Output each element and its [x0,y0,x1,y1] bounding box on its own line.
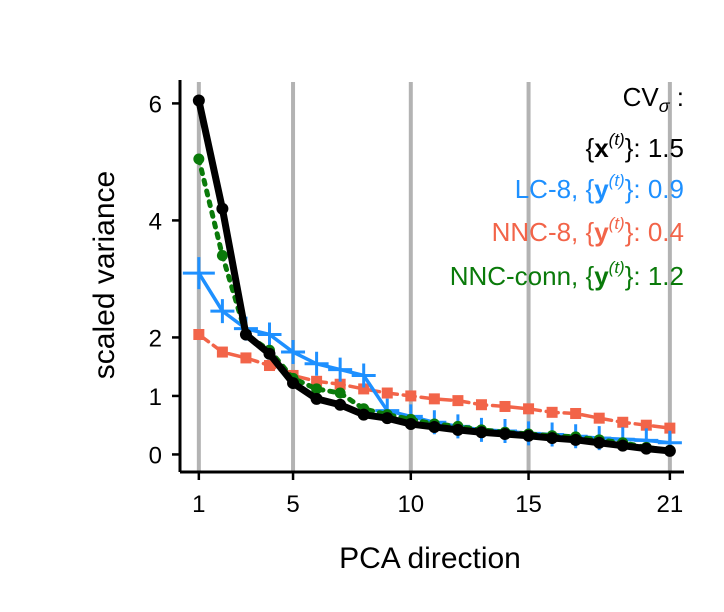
data-point-nnc8-2 [216,346,228,358]
x-tick-label: 10 [397,491,424,518]
data-point-x-8 [357,408,370,421]
data-point-nnc8-4 [263,360,275,372]
series-x [192,94,676,457]
data-point-x-5 [287,377,300,390]
x-axis-title: PCA direction [339,542,521,575]
data-point-x-13 [475,426,488,439]
data-point-nnc8-7 [334,378,346,390]
legend-entry-nncconn: NNC-conn, {y(t)}: 1.2 [450,258,684,291]
y-tick-label: 4 [149,208,162,235]
y-tick-label: 6 [149,91,162,118]
data-point-lc8-6 [304,351,329,376]
y-axis-title: scaled variance [88,171,121,379]
legend-entry-lc8: LC-8, {y(t)}: 0.9 [515,171,684,204]
legend-entry-x: {x(t)}: 1.5 [586,130,684,163]
data-point-nnc8-6 [311,375,323,387]
data-point-x-14 [499,427,512,440]
data-point-x-7 [334,398,347,411]
data-point-nncconn-2 [216,250,228,262]
x-tick-label: 5 [286,491,299,518]
data-point-nnc8-16 [546,406,558,418]
data-point-x-9 [381,412,394,425]
legend-entry-nnc8: NNC-8, {y(t)}: 0.4 [492,214,684,247]
series-layer [182,94,682,457]
data-point-nnc8-15 [523,403,535,415]
data-point-nnc8-8 [358,383,370,395]
data-point-x-21 [663,444,676,457]
data-point-lc8-1 [182,257,215,290]
data-point-lc8-5 [281,340,306,365]
data-point-x-11 [428,420,441,433]
data-point-nnc8-10 [405,390,417,402]
data-point-nnc8-12 [452,395,464,407]
legend: CVσ : {x(t)}: 1.5 LC-8, {y(t)}: 0.9 NNC-8, … [450,82,684,291]
x-ticks: 1 5 10 15 21 [192,472,683,518]
data-point-x-1 [192,94,205,107]
data-point-x-16 [546,432,559,445]
x-tick-label: 21 [657,491,684,518]
data-point-x-20 [640,442,653,455]
y-tick-label: 1 [149,384,162,411]
data-point-x-4 [263,347,276,360]
data-point-lc8-8 [351,363,376,388]
data-point-lc8-4 [257,322,282,347]
legend-title: CVσ : [623,82,684,116]
data-point-nncconn-7 [334,387,346,399]
data-point-nnc8-21 [664,422,676,434]
y-tick-label: 0 [149,442,162,469]
y-tick-label: 2 [149,325,162,352]
data-point-nnc8-19 [617,416,629,428]
data-point-lc8-7 [328,357,353,382]
data-point-x-6 [310,392,323,405]
y-ticks: 0 1 2 4 6 [149,91,180,469]
data-point-nnc8-14 [499,400,511,412]
data-point-nnc8-17 [570,407,582,419]
data-point-nnc8-9 [381,387,393,399]
data-point-x-15 [522,429,535,442]
data-point-nnc8-11 [428,393,440,405]
data-point-nnc8-18 [593,412,605,424]
data-point-x-3 [239,328,252,341]
series-nnc8 [193,329,676,434]
data-point-nncconn-6 [311,383,323,395]
data-point-x-10 [404,418,417,431]
data-point-nnc8-3 [240,352,252,364]
data-point-nnc8-20 [640,419,652,431]
data-point-x-17 [569,433,582,446]
data-point-nnc8-1 [193,329,205,341]
data-point-nnc8-13 [475,399,487,411]
data-point-x-18 [593,436,606,449]
data-point-x-2 [216,202,229,215]
data-point-x-12 [451,423,464,436]
x-tick-label: 1 [192,491,205,518]
data-point-lc8-2 [210,299,235,324]
data-point-nncconn-1 [193,153,205,165]
data-point-x-19 [616,439,629,452]
x-tick-label: 15 [515,491,542,518]
